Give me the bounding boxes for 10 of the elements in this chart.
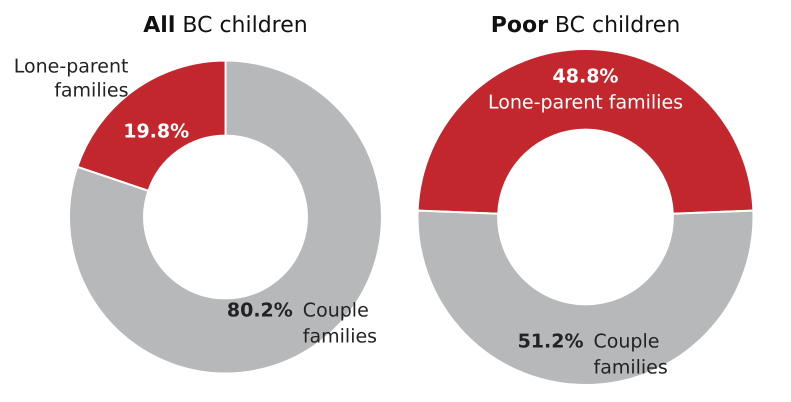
slice-label: Lone-parent families (488, 91, 684, 114)
slice-label: Couple families (594, 330, 668, 379)
slice-label: Couple families (302, 300, 378, 348)
data-label: 48.8% (552, 65, 618, 88)
chart-title: All BC children (142, 12, 308, 40)
chart-title: Poor BC children (490, 12, 680, 40)
slice-label: Lone-parent families (14, 56, 128, 102)
data-label: 80.2% (226, 300, 293, 322)
data-label: 51.2% (518, 330, 584, 353)
data-label: 19.8% (123, 120, 190, 142)
